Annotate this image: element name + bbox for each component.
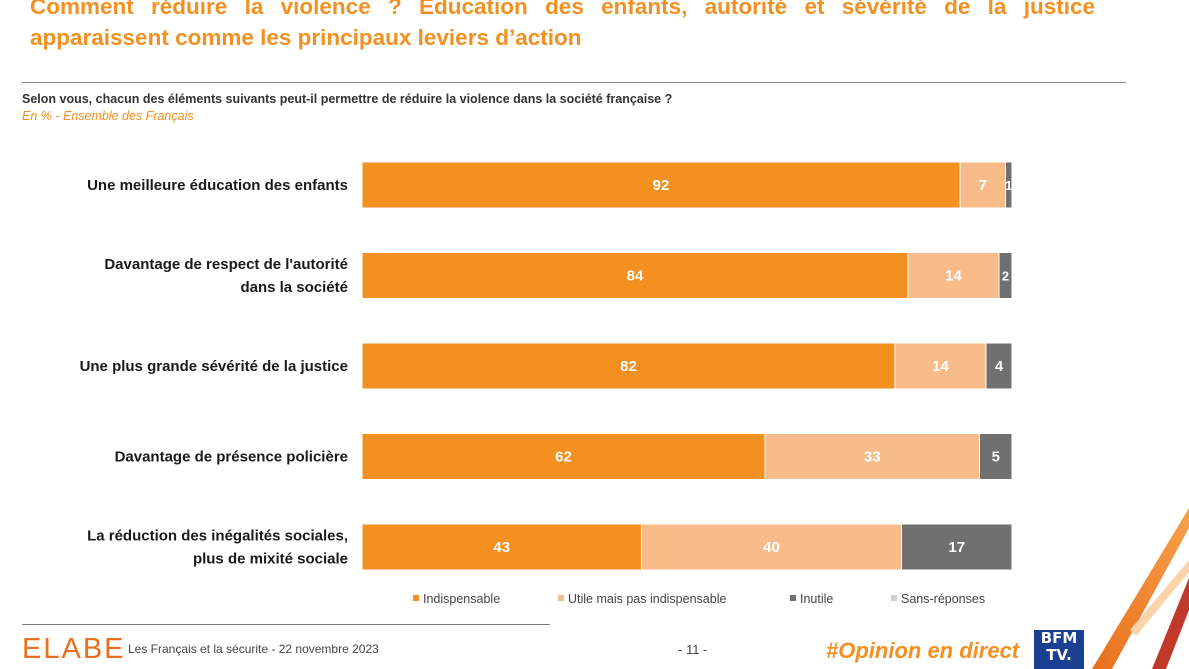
data-label-utile: 40 (763, 539, 780, 556)
bar-segment-utile (894, 342, 987, 390)
bfm-logo-line-1: BFM (1040, 630, 1078, 647)
bar-segment-indispensable (361, 523, 642, 571)
category-label-line: Une plus grande sévérité de la justice (80, 358, 348, 375)
category-label-line: Une meilleure éducation des enfants (87, 177, 348, 194)
bar-segment-utile (764, 433, 980, 480)
category-label-line: Davantage de présence policière (115, 449, 348, 466)
category-label: Une meilleure éducation des enfants (87, 177, 348, 194)
deco-stroke-light (1130, 560, 1189, 636)
data-label-inutile: 17 (948, 539, 965, 556)
slide-title: Comment réduire la violence ? Éducation … (30, 0, 1095, 50)
category-label-line: dans la société (240, 279, 348, 296)
data-label-utile: 33 (864, 449, 881, 466)
data-label-utile: 14 (945, 268, 962, 285)
bar-segment-utile (641, 523, 902, 571)
bar-segment-inutile (998, 252, 1013, 299)
deco-stroke-red (1152, 578, 1189, 669)
bar-segment-indispensable (361, 433, 766, 480)
legend-label-inutile: Inutile (800, 592, 834, 606)
legend-swatch-utile (558, 595, 564, 601)
opinion-hashtag: #Opinion en direct (826, 638, 1020, 663)
legend-label-indispensable: Indispensable (423, 592, 501, 606)
legend-swatch-sans-reponses (891, 595, 897, 601)
legend-swatch-indispensable (413, 595, 419, 601)
category-label: Davantage de présence policière (115, 449, 348, 466)
elabe-logo: ELABE (22, 633, 126, 665)
bfm-logo-line-2: TV. (1046, 646, 1072, 664)
footer-divider (22, 624, 550, 625)
chart-subtitle: En % - Ensemble des Français (22, 109, 194, 123)
category-label: Davantage de respect de l'autorité dans l… (104, 256, 348, 296)
category-label-line: Davantage de respect de l'autorité (104, 256, 348, 273)
category-label: La réduction des inégalités sociales, plu… (87, 528, 348, 568)
data-label-indispensable: 84 (627, 268, 644, 285)
bar-segment-inutile (1005, 161, 1013, 209)
data-label-inutile: 1 (1005, 178, 1012, 193)
title-divider (22, 82, 1126, 83)
data-label-indispensable: 43 (493, 539, 510, 556)
legend-label-sans-reponses: Sans-réponses (901, 592, 986, 606)
data-label-indispensable: 62 (555, 449, 572, 466)
legend-item-indispensable: Indispensable (413, 592, 500, 606)
stacked-bar-chart: Une meilleure éducation des enfants 92 7 1 D… (80, 161, 1013, 571)
data-label-indispensable: 82 (620, 358, 637, 375)
data-label-utile: 7 (979, 177, 987, 194)
data-label-inutile: 5 (992, 449, 1000, 466)
survey-question: Selon vous, chacun des éléments suivants… (22, 92, 673, 106)
footer-source: Les Français et la sécurite - 22 novembr… (128, 642, 379, 656)
page-number: - 11 - (678, 642, 708, 657)
decorative-a-graphic (1092, 508, 1189, 669)
category-label: Une plus grande sévérité de la justice (80, 358, 348, 375)
category-label-line: La réduction des inégalités sociales, (87, 528, 348, 545)
legend-item-utile: Utile mais pas indispensable (558, 592, 726, 606)
data-label-indispensable: 92 (653, 177, 670, 194)
bar-segment-inutile (901, 523, 1013, 571)
legend-label-utile: Utile mais pas indispensable (568, 592, 727, 606)
legend-item-sans-reponses: Sans-réponses (891, 592, 985, 606)
bfmtv-logo: BFM TV. (1034, 630, 1084, 669)
data-label-inutile: 2 (1002, 269, 1009, 284)
bar-segment-utile (959, 161, 1006, 209)
legend-item-inutile: Inutile (790, 592, 833, 606)
deco-stroke-orange (1092, 508, 1189, 669)
chart-legend: Indispensable Utile mais pas indispensab… (0, 592, 1189, 610)
legend-swatch-inutile (790, 595, 796, 601)
bar-segment-inutile (979, 433, 1013, 480)
category-label-line: plus de mixité sociale (193, 551, 348, 568)
data-label-inutile: 4 (995, 358, 1004, 375)
bar-segment-inutile (985, 342, 1013, 390)
bar-segment-indispensable (361, 342, 896, 390)
data-label-utile: 14 (932, 358, 949, 375)
bar-segment-indispensable (361, 161, 961, 209)
